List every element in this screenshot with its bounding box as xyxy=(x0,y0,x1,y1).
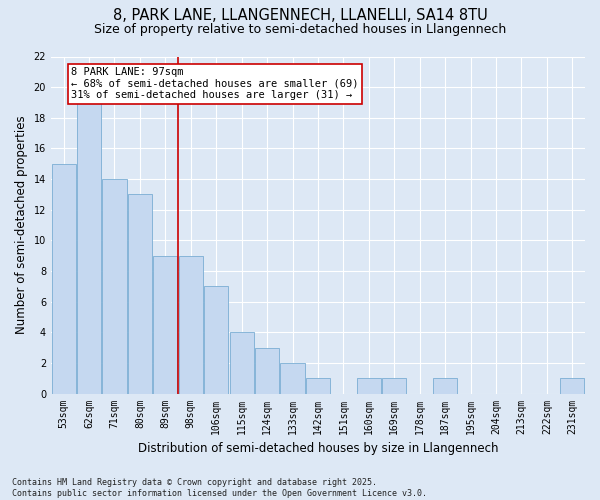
Bar xyxy=(179,256,203,394)
Text: Size of property relative to semi-detached houses in Llangennech: Size of property relative to semi-detach… xyxy=(94,22,506,36)
Y-axis label: Number of semi-detached properties: Number of semi-detached properties xyxy=(15,116,28,334)
Bar xyxy=(255,348,279,394)
X-axis label: Distribution of semi-detached houses by size in Llangennech: Distribution of semi-detached houses by … xyxy=(138,442,498,455)
Bar xyxy=(204,286,229,394)
Bar xyxy=(77,102,101,394)
Bar xyxy=(280,363,305,394)
Text: Contains HM Land Registry data © Crown copyright and database right 2025.
Contai: Contains HM Land Registry data © Crown c… xyxy=(12,478,427,498)
Bar xyxy=(306,378,330,394)
Bar xyxy=(52,164,76,394)
Bar xyxy=(433,378,457,394)
Bar xyxy=(560,378,584,394)
Text: 8, PARK LANE, LLANGENNECH, LLANELLI, SA14 8TU: 8, PARK LANE, LLANGENNECH, LLANELLI, SA1… xyxy=(113,8,487,22)
Bar xyxy=(230,332,254,394)
Bar xyxy=(103,179,127,394)
Bar xyxy=(357,378,381,394)
Text: 8 PARK LANE: 97sqm
← 68% of semi-detached houses are smaller (69)
31% of semi-de: 8 PARK LANE: 97sqm ← 68% of semi-detache… xyxy=(71,67,359,100)
Bar xyxy=(128,194,152,394)
Bar xyxy=(382,378,406,394)
Bar xyxy=(153,256,178,394)
